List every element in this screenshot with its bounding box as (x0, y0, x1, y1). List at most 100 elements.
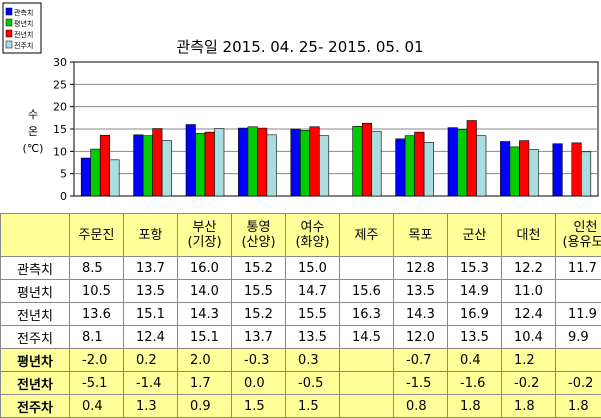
row-label: 전년치 (1, 303, 70, 326)
column-header-line: 대천 (502, 228, 555, 243)
table-cell: 14.0 (178, 280, 232, 303)
chart-title: 관측일 2015. 04. 25- 2015. 05. 01 (176, 38, 423, 56)
legend-label: 평년치 (14, 19, 33, 28)
column-header: 군산 (448, 214, 502, 257)
table-cell: 14.9 (448, 280, 502, 303)
table-cell: 15.1 (178, 326, 232, 349)
table-cell (340, 257, 394, 280)
bar-관측치 (396, 139, 406, 196)
table-cell: 16.0 (178, 257, 232, 280)
bar-관측치 (186, 125, 196, 196)
table-cell: 1.5 (286, 395, 340, 418)
bar-평년치 (196, 133, 206, 196)
bar-전년치 (467, 121, 477, 196)
table-cell: 15.1 (124, 303, 178, 326)
table-cell (340, 349, 394, 372)
table-cell: 0.0 (232, 372, 286, 395)
table-cell: 0.3 (286, 349, 340, 372)
column-header-line: 군산 (448, 228, 501, 243)
table-cell: -1.4 (124, 372, 178, 395)
table-cell: 0.4 (448, 349, 502, 372)
table-cell: 12.0 (394, 326, 448, 349)
bar-전년치 (519, 141, 529, 196)
table-cell: 2.0 (178, 349, 232, 372)
bar-전년치 (310, 127, 320, 196)
table-cell: 11.7 (556, 257, 601, 280)
column-header: 부산(기장) (178, 214, 232, 257)
table-cell: 8.1 (70, 326, 124, 349)
bar-평년치 (300, 130, 310, 196)
y-tick-label: 5 (60, 168, 67, 181)
bar-전주치 (162, 141, 172, 196)
column-header-line: 여수 (286, 220, 339, 235)
table-cell: 1.7 (178, 372, 232, 395)
bar-평년치 (143, 136, 153, 196)
table-cell: 15.5 (232, 280, 286, 303)
bar-전주치 (319, 136, 329, 196)
table-cell: 13.5 (124, 280, 178, 303)
bar-전주치 (424, 142, 434, 196)
data-table: 주문진포항부산(기장)통영(산양)여수(화양)제주목포군산대천인천(용유도)관측… (0, 213, 601, 418)
bar-관측치 (448, 128, 458, 196)
column-header-line: (기장) (178, 235, 231, 250)
table-cell: -0.2 (556, 372, 601, 395)
table-cell: -1.6 (448, 372, 502, 395)
table-cell: -5.1 (70, 372, 124, 395)
table-cell: 14.3 (394, 303, 448, 326)
row-label: 전주치 (1, 326, 70, 349)
column-header-line: 주문진 (70, 228, 123, 243)
bar-평년치 (248, 127, 258, 196)
table-cell: 15.0 (286, 257, 340, 280)
table-cell: 13.5 (394, 280, 448, 303)
bar-전년치 (257, 128, 267, 196)
column-header-line: 목포 (394, 228, 447, 243)
legend-swatch (6, 41, 12, 48)
table-cell (556, 280, 601, 303)
y-axis-label: 수 (28, 108, 38, 121)
column-header-line: (산양) (232, 235, 285, 250)
table-cell: 12.8 (394, 257, 448, 280)
bar-전주치 (215, 129, 225, 196)
column-header-line: 부산 (178, 220, 231, 235)
table-cell: 13.6 (70, 303, 124, 326)
table-cell: 15.2 (232, 303, 286, 326)
table-cell: 11.9 (556, 303, 601, 326)
column-header: 여수(화양) (286, 214, 340, 257)
table-cell: -0.5 (286, 372, 340, 395)
table-cell: 15.3 (448, 257, 502, 280)
bar-전년치 (153, 129, 163, 196)
bar-전년치 (415, 132, 425, 196)
table-cell: -0.7 (394, 349, 448, 372)
column-header: 목포 (394, 214, 448, 257)
table-cell: 12.2 (502, 257, 556, 280)
bar-관측치 (553, 144, 563, 196)
table-cell: 9.9 (556, 326, 601, 349)
column-header: 포항 (124, 214, 178, 257)
bar-전년치 (362, 123, 372, 196)
bar-평년치 (458, 129, 468, 196)
y-axis-label: 온 (28, 125, 38, 138)
table-cell: 1.8 (556, 395, 601, 418)
table-cell: 11.0 (502, 280, 556, 303)
y-tick-label: 15 (53, 123, 67, 136)
bar-전년치 (205, 132, 215, 196)
table-cell: -1.5 (394, 372, 448, 395)
table-cell: 13.7 (232, 326, 286, 349)
bar-평년치 (353, 126, 363, 196)
bar-전주치 (110, 160, 120, 196)
table-cell: 13.7 (124, 257, 178, 280)
y-tick-label: 0 (60, 190, 67, 203)
table-cell: 1.2 (502, 349, 556, 372)
row-label: 평년차 (1, 349, 70, 372)
table-cell: 15.5 (286, 303, 340, 326)
table-cell: -0.2 (502, 372, 556, 395)
table-cell: 16.3 (340, 303, 394, 326)
row-label: 전주차 (1, 395, 70, 418)
row-label: 전년차 (1, 372, 70, 395)
legend-label: 관측치 (14, 8, 33, 17)
legend-label: 전년치 (14, 30, 33, 39)
bar-평년치 (510, 147, 520, 196)
